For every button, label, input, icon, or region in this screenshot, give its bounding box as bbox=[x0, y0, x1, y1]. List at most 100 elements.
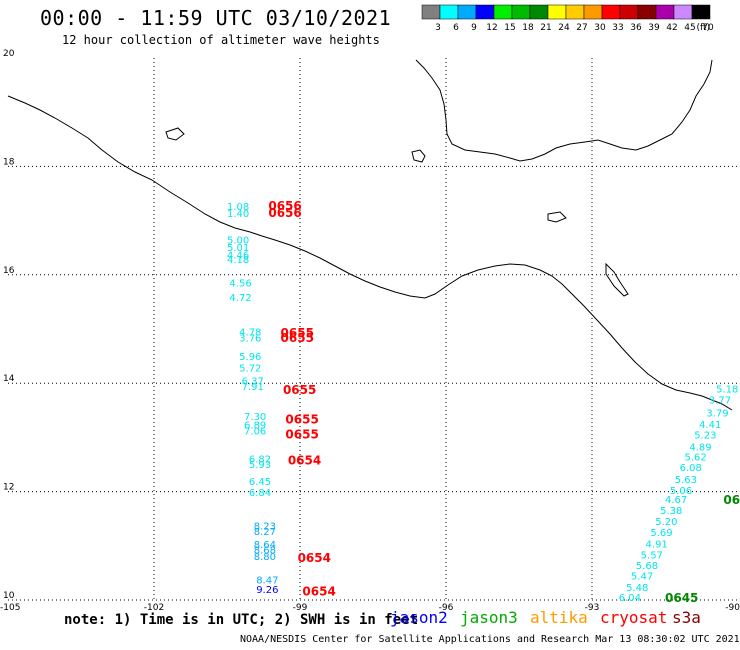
satellite-s3a: s3a bbox=[672, 608, 701, 627]
pass-time: 0656 bbox=[268, 206, 301, 220]
wave-height-value: 8.64 bbox=[254, 540, 276, 551]
colorbar-swatch bbox=[547, 4, 567, 20]
colorbar-label: 18 bbox=[522, 23, 534, 33]
wave-height-value: 5.23 bbox=[694, 430, 716, 441]
wave-height-value: 5.68 bbox=[636, 561, 658, 572]
wave-height-value: 4.72 bbox=[229, 293, 251, 304]
colorbar-swatch bbox=[493, 4, 513, 20]
coastline bbox=[7, 59, 733, 411]
pass-time: 0645 bbox=[665, 591, 698, 605]
wave-height-value: 4.18 bbox=[227, 255, 249, 266]
colorbar-swatch bbox=[457, 4, 477, 20]
colorbar-label: 39 bbox=[648, 23, 660, 33]
colorbar-swatch bbox=[511, 4, 531, 20]
wave-height-value: 8.80 bbox=[254, 552, 276, 563]
wave-height-value: 5.00 bbox=[227, 235, 249, 246]
colorbar-label: 3 bbox=[435, 23, 441, 33]
colorbar-label: 21 bbox=[540, 23, 551, 33]
colorbar-swatch bbox=[565, 4, 585, 20]
colorbar-swatch bbox=[421, 4, 441, 20]
pass-time: 0655 bbox=[285, 412, 318, 426]
island-2 bbox=[547, 211, 567, 223]
color-scale-legend: 3 6 9 12 15 18 21 24 27 30 33 36 39 42 45 70(ft) bbox=[421, 4, 714, 33]
map-title: 00:00 - 11:59 UTC 03/10/2021 bbox=[40, 6, 392, 30]
island-4 bbox=[165, 127, 185, 141]
colorbar-label: 15 bbox=[504, 23, 515, 33]
colorbar-swatch bbox=[655, 4, 675, 20]
wave-height-value: 6.08 bbox=[680, 463, 702, 474]
colorbar-label: 27 bbox=[576, 23, 587, 33]
pass-time: 0655 bbox=[285, 427, 318, 441]
wave-height-value: 5.18 bbox=[716, 384, 738, 395]
colorbar-swatch bbox=[637, 4, 657, 20]
mexico-pacific-coastline bbox=[7, 95, 733, 411]
latitude-label: 14 bbox=[3, 374, 15, 384]
wave-height-value: 5.38 bbox=[660, 506, 682, 517]
colorbar-label: 70 bbox=[702, 23, 714, 33]
longitude-label: -105 bbox=[0, 603, 20, 613]
wave-height-value: 7.30 bbox=[244, 412, 266, 423]
wave-height-value: 5.96 bbox=[239, 352, 261, 363]
longitude-label: -96 bbox=[439, 603, 454, 613]
wave-height-observations: 1.081.40 5.005.014.464.18 4.56 4.72 4.783.76… bbox=[227, 202, 738, 604]
wave-height-value: 5.63 bbox=[675, 475, 697, 486]
wave-height-value: 5.01 bbox=[227, 243, 249, 254]
colorbar-label: 9 bbox=[471, 23, 477, 33]
longitude-label: -102 bbox=[144, 603, 164, 613]
wave-height-value: 7.06 bbox=[244, 427, 266, 438]
colorbar-label: 42 bbox=[666, 23, 677, 33]
colorbar-label: 24 bbox=[558, 23, 570, 33]
wave-height-value: 1.08 bbox=[227, 202, 249, 213]
wave-height-value: 6.04 bbox=[619, 593, 641, 604]
wave-height-value: 3.77 bbox=[709, 395, 731, 406]
pass-time: 0646 bbox=[723, 493, 740, 507]
map-subtitle: 12 hour collection of altimeter wave hei… bbox=[62, 33, 380, 47]
colorbar-swatch bbox=[619, 4, 639, 20]
wave-height-value: 8.47 bbox=[256, 576, 278, 587]
pass-time: 0655 bbox=[283, 383, 316, 397]
pass-time: 0656 bbox=[268, 199, 301, 213]
satellite-jason2: jason2 bbox=[390, 608, 448, 627]
latitude-label: 10 bbox=[3, 591, 15, 601]
gulf-coastline bbox=[415, 59, 713, 162]
wave-height-value: 4.67 bbox=[665, 495, 687, 506]
island-1 bbox=[411, 149, 426, 163]
wave-height-value: 3.76 bbox=[239, 333, 261, 344]
longitude-label: -90 bbox=[725, 603, 740, 613]
lat-lon-grid: -105 -102 -99 -96 -93 -90 10 12 14 16 18 20 bbox=[0, 49, 740, 613]
wave-height-value: 5.69 bbox=[650, 528, 672, 539]
satellite-altika: altika bbox=[530, 608, 588, 627]
wave-height-value: 6.82 bbox=[249, 454, 271, 465]
pass-time-labels: 0656065606550655065506550655065406540654… bbox=[268, 199, 740, 605]
pass-time: 0654 bbox=[288, 454, 321, 468]
wave-height-value: 4.89 bbox=[689, 442, 711, 453]
wave-height-value: 6.37 bbox=[242, 376, 264, 387]
wave-height-value: 5.20 bbox=[655, 517, 677, 528]
wave-height-value: 9.26 bbox=[256, 585, 278, 596]
pass-time: 0654 bbox=[302, 585, 335, 599]
wave-height-value: 4.91 bbox=[646, 539, 668, 550]
satellite-jason3: jason3 bbox=[460, 608, 518, 627]
footer-note: note: 1) Time is in UTC; 2) SWH is in fe… bbox=[64, 612, 419, 628]
wave-height-value: 6.45 bbox=[249, 477, 271, 488]
latitude-label: 16 bbox=[3, 266, 15, 276]
wave-height-value: 5.72 bbox=[239, 363, 261, 374]
wave-height-value: 1.40 bbox=[227, 209, 249, 220]
wave-height-value: 8.23 bbox=[254, 522, 276, 533]
colorbar-label: 36 bbox=[630, 23, 642, 33]
wave-height-value: 4.56 bbox=[229, 279, 251, 290]
pass-time: 0654 bbox=[298, 551, 331, 565]
longitude-label: -99 bbox=[293, 603, 308, 613]
colorbar-label: 33 bbox=[612, 23, 623, 33]
wave-height-value: 8.68 bbox=[254, 545, 276, 556]
island-3 bbox=[605, 262, 629, 297]
pass-time: 0655 bbox=[281, 331, 314, 345]
pass-time: 0655 bbox=[281, 326, 314, 340]
colorbar-unit: (ft) bbox=[696, 23, 710, 33]
colorbar-swatch bbox=[691, 4, 711, 20]
colorbar-swatch bbox=[673, 4, 693, 20]
wave-height-value: 5.62 bbox=[684, 453, 706, 464]
wave-height-value: 4.78 bbox=[239, 328, 261, 339]
colorbar-swatch bbox=[583, 4, 603, 20]
